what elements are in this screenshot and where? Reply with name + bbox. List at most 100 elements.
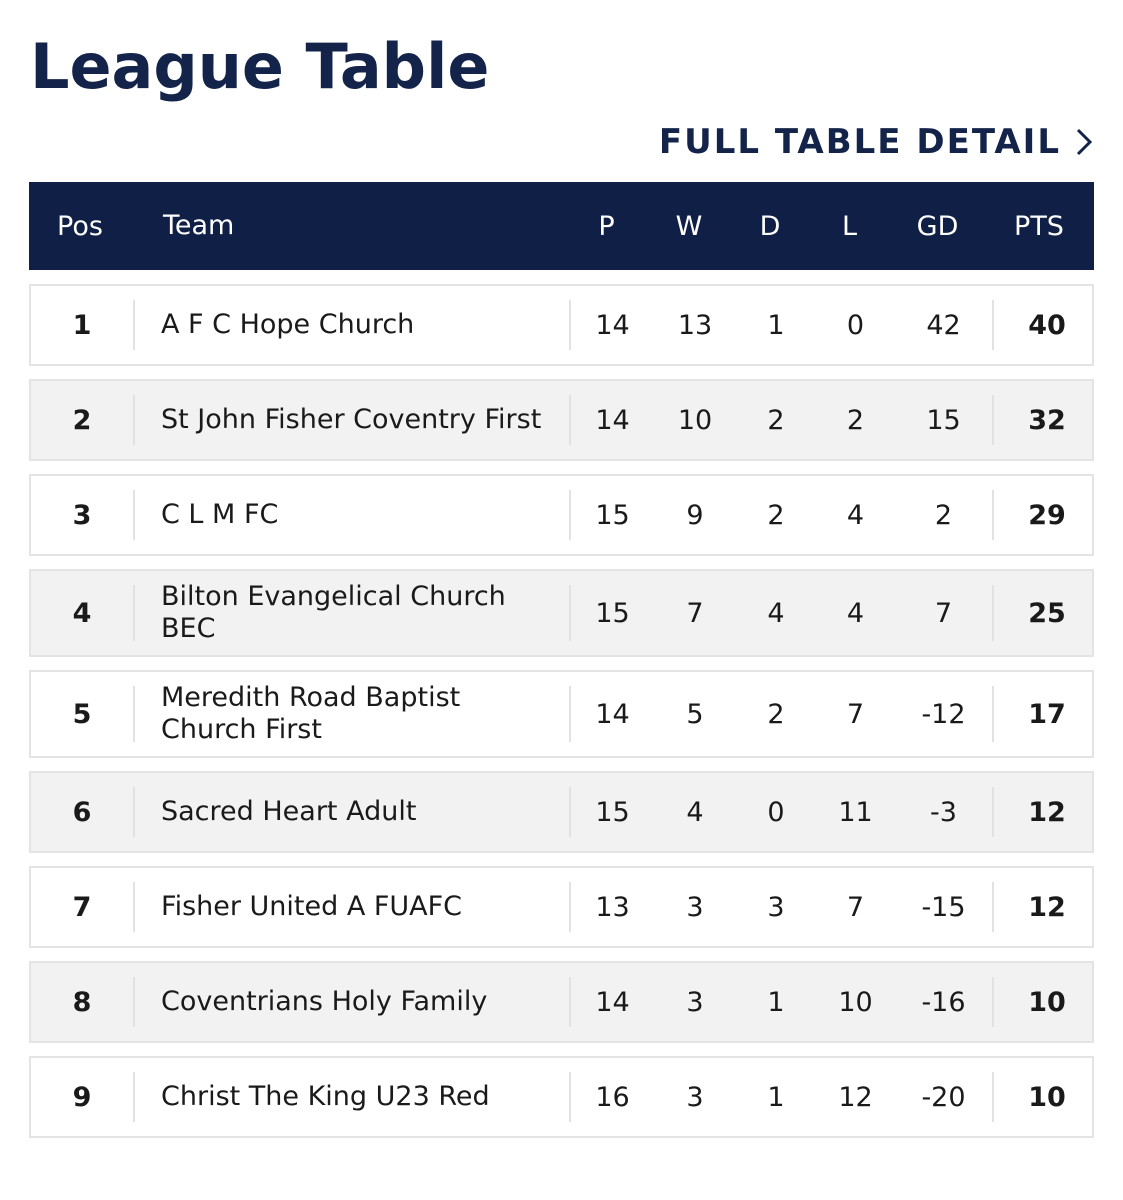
cell: 10 [838,986,873,1018]
page-title: League Table [30,30,490,103]
divider [133,882,135,932]
table-row[interactable]: 4 Bilton Evangelical Church BEC 15 7 4 4 7 25 [29,569,1094,657]
cell: -15 [921,891,966,923]
cell: 42 [926,309,961,341]
divider [569,585,571,641]
column-header: D [759,210,781,242]
cell: 4 [72,597,92,629]
divider [569,300,571,350]
cell: 5 [72,698,92,730]
divider [133,490,135,540]
cell: 1 [767,986,785,1018]
team-name: Bilton Evangelical Church BEC [161,581,506,644]
cell: 2 [934,499,953,531]
divider [992,395,994,445]
full-table-link[interactable]: FULL TABLE DETAIL [659,122,1093,162]
cell: 1 [72,309,92,341]
cell: 10 [1028,1081,1066,1113]
column-header: Team [163,210,235,241]
divider [992,787,994,837]
team-name: Christ The King U23 Red [161,1081,490,1112]
divider [992,585,994,641]
cell: 6 [72,796,92,828]
table-row[interactable]: 9 Christ The King U23 Red 16 3 1 12 -20 10 [29,1056,1094,1138]
cell: 9 [72,1081,92,1113]
cell: 4 [767,597,785,629]
table-row[interactable]: 5 Meredith Road Baptist Church First 14 5 2 7… [29,670,1094,758]
column-header: L [841,210,858,242]
cell: 14 [595,309,630,341]
column-header: P [598,210,615,242]
cell: 4 [686,796,704,828]
cell: 1 [767,309,785,341]
cell: 25 [1028,597,1066,629]
cell: 4 [846,597,865,629]
cell: 14 [595,404,630,436]
cell: 7 [846,698,865,730]
divider [569,977,571,1027]
cell: 12 [1028,891,1066,923]
cell: 3 [686,891,704,923]
cell: 32 [1028,404,1066,436]
cell: 2 [767,404,785,436]
divider [992,490,994,540]
column-header: W [675,210,703,242]
cell: -20 [921,1081,966,1113]
cell: 5 [686,698,704,730]
cell: 12 [1028,796,1066,828]
team-name: St John Fisher Coventry First [161,404,542,435]
cell: 13 [595,891,630,923]
cell: -3 [930,796,957,828]
cell: 3 [686,1081,704,1113]
divider [133,585,135,641]
cell: 3 [72,499,92,531]
divider [569,882,571,932]
cell: 40 [1028,309,1066,341]
table-row[interactable]: 7 Fisher United A FUAFC 13 3 3 7 -15 12 [29,866,1094,948]
team-name: C L M FC [161,499,279,530]
cell: 7 [72,891,92,923]
cell: 15 [595,796,630,828]
cell: 7 [686,597,704,629]
divider [992,300,994,350]
table-row[interactable]: 3 C L M FC 15 9 2 4 2 29 [29,474,1094,556]
cell: 3 [686,986,704,1018]
cell: 1 [767,1081,785,1113]
cell: 14 [595,986,630,1018]
divider [569,686,571,742]
cell: 12 [838,1081,873,1113]
cell: -12 [921,698,966,730]
table-row[interactable]: 8 Coventrians Holy Family 14 3 1 10 -16 10 [29,961,1094,1043]
cell: 0 [767,796,785,828]
team-name: Meredith Road Baptist Church First [161,682,461,745]
column-header: Pos [57,210,103,242]
cell: -16 [921,986,966,1018]
team-name: A F C Hope Church [161,309,415,340]
column-header: PTS [1014,210,1064,242]
cell: 17 [1028,698,1066,730]
divider [992,686,994,742]
cell: 8 [72,986,92,1018]
divider [992,1072,994,1122]
cell: 2 [767,698,785,730]
cell: 7 [846,891,865,923]
divider [569,1072,571,1122]
cell: 4 [846,499,865,531]
table-row[interactable]: 1 A F C Hope Church 14 13 1 0 42 40 [29,284,1094,366]
divider [133,686,135,742]
team-name: Sacred Heart Adult [161,796,417,827]
divider [992,882,994,932]
team-name: Fisher United A FUAFC [161,891,463,922]
divider [133,787,135,837]
cell: 7 [934,597,953,629]
divider [569,395,571,445]
table-row[interactable]: 2 St John Fisher Coventry First 14 10 2 2 15 32 [29,379,1094,461]
league-table: Pos Team P W D L GD PTS 1 A F C Hope Church 14 13 1 0… [29,182,1094,1151]
cell: 14 [595,698,630,730]
table-header: Pos Team P W D L GD PTS [29,182,1094,270]
divider [992,977,994,1027]
cell: 13 [677,309,713,341]
table-row[interactable]: 6 Sacred Heart Adult 15 4 0 11 -3 12 [29,771,1094,853]
link-text[interactable]: FULL TABLE DETAIL [658,122,1061,162]
